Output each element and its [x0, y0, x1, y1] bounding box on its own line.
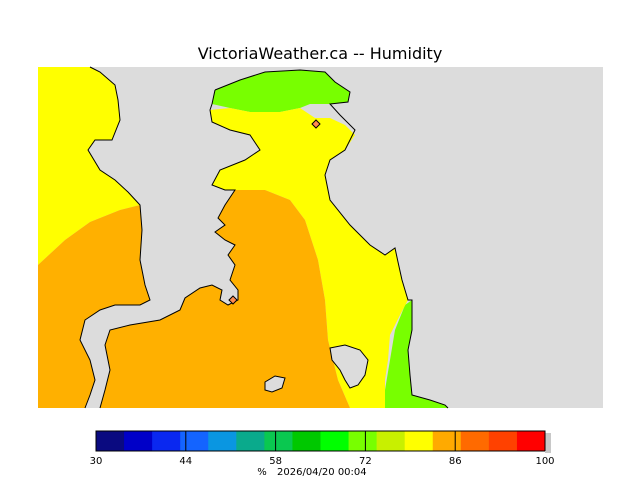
legend-swatch-15: [516, 431, 546, 451]
legend-swatch-2: [152, 431, 181, 451]
legend-swatch-13: [460, 431, 490, 451]
legend-swatch-10: [376, 431, 406, 451]
legend-swatch-4: [208, 431, 237, 451]
humidity-legend: [96, 431, 546, 451]
station-marker-north: [311, 119, 321, 129]
legend-unit: %: [257, 467, 267, 478]
legend-tick-label-3: 72: [359, 456, 372, 467]
legend-swatch-12: [432, 431, 462, 451]
legend-swatch-0: [96, 431, 125, 451]
legend-swatch-8: [320, 431, 350, 451]
legend-tick-label-5: 100: [535, 456, 554, 467]
humidity-zone-yellow-west: [38, 67, 140, 265]
humidity-zone-orange-west: [38, 205, 150, 408]
legend-swatch-14: [488, 431, 518, 451]
legend-swatch-11: [404, 431, 434, 451]
legend-shadow: [545, 433, 551, 453]
humidity-zone-yellow-central: [210, 108, 408, 408]
station-marker-victoria: [228, 295, 238, 305]
legend-tick-label-0: 30: [90, 456, 103, 467]
humidity-zone-orange-central: [100, 190, 350, 408]
legend-tick-label-1: 44: [179, 456, 192, 467]
islet-south-small: [264, 375, 286, 393]
island-south: [329, 344, 369, 389]
coastline-west: [79, 66, 151, 409]
humidity-zone-green-north: [212, 70, 350, 112]
coastline-peninsula: [99, 89, 261, 409]
legend-tick-label-2: 58: [269, 456, 282, 467]
legend-swatch-3: [180, 431, 209, 451]
coastline-north-island: [214, 69, 449, 409]
humidity-zone-green-southeast: [385, 300, 448, 408]
legend-timestamp: 2026/04/20 00:04: [277, 467, 367, 478]
legend-tick-label-4: 86: [449, 456, 462, 467]
legend-swatch-9: [348, 431, 378, 451]
legend-swatch-7: [292, 431, 321, 451]
map-title: VictoriaWeather.ca -- Humidity: [198, 44, 443, 63]
legend-swatch-6: [264, 431, 293, 451]
legend-swatch-1: [124, 431, 153, 451]
legend-swatch-5: [236, 431, 265, 451]
legend-tick-labels: 30 44 58 72 86 100: [90, 431, 555, 467]
